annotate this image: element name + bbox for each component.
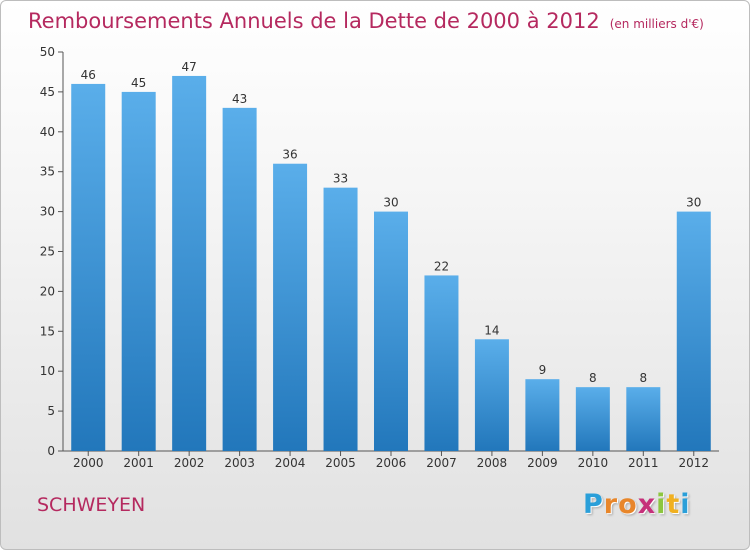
proxiti-logo[interactable]: Proxiti: [583, 489, 691, 520]
y-tick-label: 45: [40, 85, 55, 99]
x-tick-label: 2001: [123, 456, 154, 470]
logo-letter: i: [656, 489, 667, 520]
value-label: 33: [333, 172, 348, 186]
bar-2000[interactable]: [71, 83, 106, 452]
logo-letter: t: [666, 489, 681, 520]
bar-2005[interactable]: [323, 187, 358, 451]
bar-2003[interactable]: [222, 107, 257, 452]
y-tick-label: 20: [40, 284, 55, 298]
value-label: 8: [589, 371, 597, 385]
chart-title-text: Remboursements Annuels de la Dette de 20…: [28, 9, 600, 33]
value-labels: 46 45 47 43 36 33 30 22 14 9 8 8 30: [81, 60, 702, 385]
logo-letter: P: [583, 489, 604, 520]
chart-title: Remboursements Annuels de la Dette de 20…: [28, 9, 704, 33]
bars: [71, 75, 711, 452]
value-label: 47: [182, 60, 197, 74]
x-tick-label: 2003: [224, 456, 255, 470]
x-tick-label: 2012: [678, 456, 709, 470]
x-tick-label: 2006: [376, 456, 407, 470]
bar-2012[interactable]: [676, 211, 711, 451]
bar-2001[interactable]: [121, 91, 156, 452]
logo-letter: x: [637, 489, 657, 520]
chart-unit: (en milliers d'€): [609, 17, 704, 31]
axes: 0 5 10 15 20 25 30 35 40 45 50 2000 2001 2002 2003 2004…: [40, 45, 719, 470]
value-label: 46: [81, 68, 96, 82]
logo-letter: r: [603, 489, 619, 520]
value-label: 14: [484, 323, 499, 337]
value-label: 22: [434, 259, 449, 273]
x-tick-label: 2009: [527, 456, 558, 470]
y-tick-label: 40: [40, 125, 55, 139]
x-tick-label: 2004: [275, 456, 306, 470]
value-label: 45: [131, 76, 146, 90]
logo-letter: o: [618, 489, 638, 520]
bar-2011[interactable]: [626, 387, 661, 451]
x-tick-label: 2002: [174, 456, 205, 470]
bar-2010[interactable]: [575, 387, 610, 451]
value-label: 30: [686, 196, 701, 210]
logo-letter: i: [680, 489, 691, 520]
value-label: 9: [539, 363, 547, 377]
x-tick-label: 2005: [325, 456, 356, 470]
value-label: 36: [282, 148, 297, 162]
bar-2004[interactable]: [273, 163, 308, 451]
commune-name: SCHWEYEN: [37, 494, 146, 516]
x-tick-label: 2000: [73, 456, 104, 470]
y-tick-label: 35: [40, 165, 55, 179]
bar-2007[interactable]: [424, 275, 459, 451]
y-tick-label: 0: [47, 444, 55, 458]
bar-2002[interactable]: [172, 75, 207, 451]
y-tick-label: 25: [40, 245, 55, 259]
y-tick-label: 50: [40, 45, 55, 59]
x-tick-label: 2007: [426, 456, 457, 470]
x-tick-label: 2010: [578, 456, 609, 470]
bar-2006[interactable]: [374, 211, 408, 451]
value-label: 8: [639, 371, 647, 385]
x-tick-label: 2011: [628, 456, 659, 470]
x-tick-label: 2008: [477, 456, 508, 470]
value-label: 43: [232, 92, 247, 106]
y-tick-label: 5: [47, 404, 55, 418]
y-tick-label: 15: [40, 324, 55, 338]
bar-2008[interactable]: [474, 339, 509, 451]
value-label: 30: [383, 196, 398, 210]
y-tick-label: 10: [40, 364, 55, 378]
y-tick-label: 30: [40, 205, 55, 219]
bar-2009[interactable]: [525, 379, 560, 451]
